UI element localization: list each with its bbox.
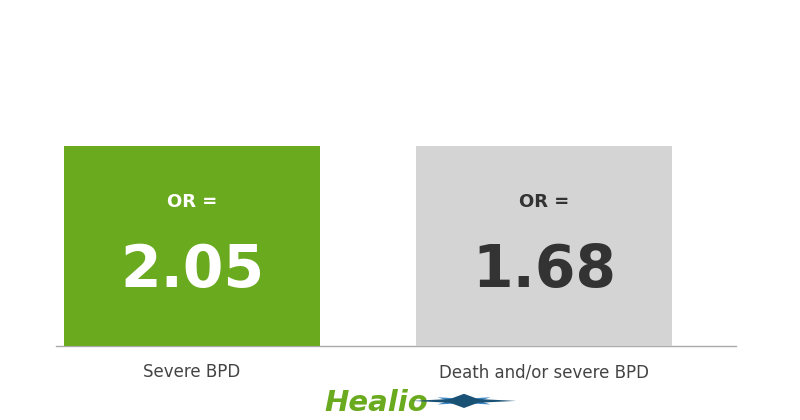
Text: dexamethasone after age 5 weeks vs. at age 2 to 3 weeks:: dexamethasone after age 5 weeks vs. at a… [65, 77, 735, 96]
Bar [64, 146, 320, 346]
Polygon shape [438, 397, 490, 404]
Text: Healio: Healio [324, 388, 428, 417]
Polygon shape [412, 394, 516, 408]
Text: Odds for outcomes among preterm infants receiving: Odds for outcomes among preterm infants … [101, 32, 699, 51]
Text: 2.05: 2.05 [120, 241, 264, 299]
Text: 1.68: 1.68 [472, 241, 616, 299]
Text: Death and/or severe BPD: Death and/or severe BPD [439, 363, 649, 381]
Text: OR =: OR = [519, 193, 569, 211]
Text: Severe BPD: Severe BPD [143, 363, 241, 381]
Text: OR =: OR = [167, 193, 217, 211]
Bar [416, 146, 672, 346]
